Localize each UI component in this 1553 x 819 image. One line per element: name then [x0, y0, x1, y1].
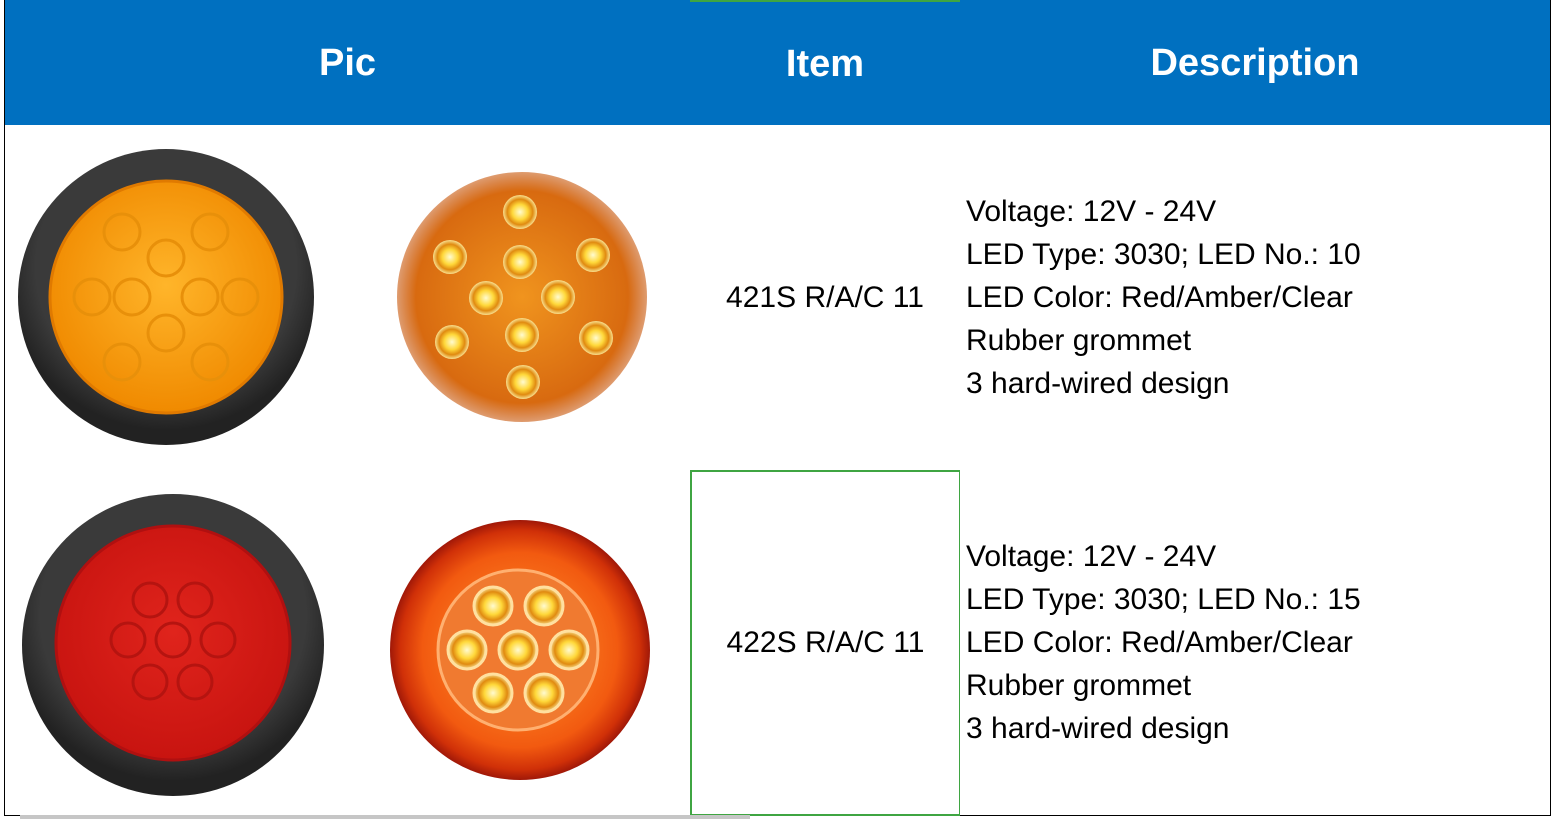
orange-led-lamp-image	[390, 520, 650, 780]
item-code: 422S R/A/C 11	[726, 626, 925, 659]
item-code: 421S R/A/C 11	[726, 280, 924, 314]
red-lamp-with-grommet-image	[22, 494, 324, 796]
desc-line: LED Type: 3030; LED No.: 15	[966, 583, 1361, 616]
header-description: Description	[960, 0, 1551, 126]
header-pic-label: Pic	[318, 41, 377, 84]
row2-description-cell[interactable]: Voltage: 12V - 24V LED Type: 3030; LED N…	[960, 470, 1551, 816]
header-item: Item	[690, 0, 961, 126]
desc-line: Rubber grommet	[966, 324, 1192, 357]
amber-lamp-with-grommet-image	[18, 149, 314, 445]
desc-line: LED Type: 3030; LED No.: 10	[966, 238, 1361, 271]
desc-line: LED Color: Red/Amber/Clear	[966, 281, 1353, 314]
desc-line: Voltage: 12V - 24V	[966, 540, 1217, 573]
header-pic: Pic	[4, 0, 691, 126]
desc-line: LED Color: Red/Amber/Clear	[966, 626, 1353, 659]
header-item-label: Item	[785, 42, 865, 85]
desc-line: Voltage: 12V - 24V	[966, 195, 1217, 228]
desc-line: 3 hard-wired design	[966, 712, 1230, 745]
lamp-images	[18, 149, 650, 796]
horizontal-scrollbar[interactable]	[20, 815, 750, 819]
amber-led-lamp-image	[397, 172, 647, 422]
desc-line: 3 hard-wired design	[966, 367, 1230, 400]
row1-item-cell[interactable]: 421S R/A/C 11	[690, 125, 961, 471]
desc-line: Rubber grommet	[966, 669, 1192, 702]
row1-description-cell[interactable]: Voltage: 12V - 24V LED Type: 3030; LED N…	[960, 125, 1551, 471]
header-description-label: Description	[1150, 41, 1360, 84]
row2-item-cell-selected[interactable]: 422S R/A/C 11	[690, 470, 961, 816]
